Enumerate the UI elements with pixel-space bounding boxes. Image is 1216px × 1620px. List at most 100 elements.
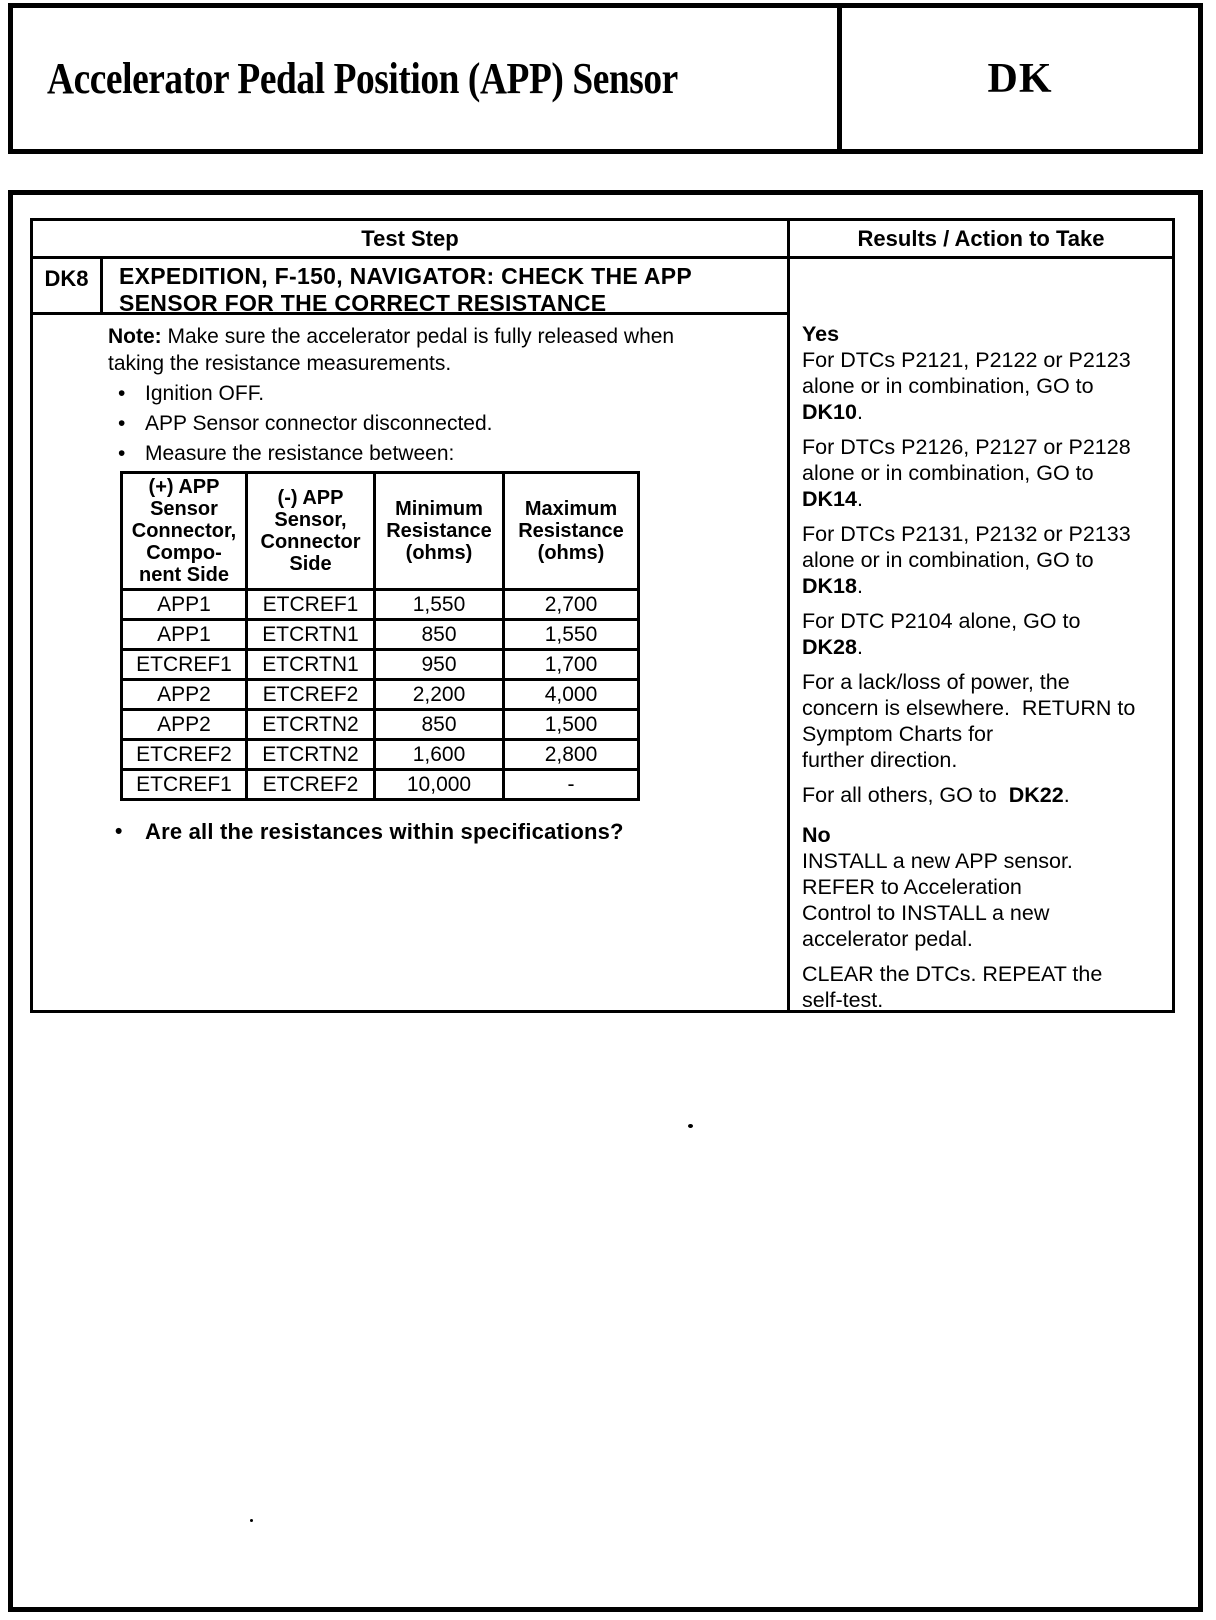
max-resistance: 1,500 (502, 708, 640, 741)
pin-positive: APP2 (120, 678, 248, 711)
pin-negative: ETCREF2 (245, 768, 376, 801)
min-resistance: 2,200 (373, 678, 505, 711)
result-text: For DTCs P2121, P2122 or P2123 alone or … (802, 348, 1131, 398)
table-row: ETCREF1 ETCRTN1 950 1,700 (120, 648, 640, 681)
go-to-reference: DK28 (802, 635, 857, 659)
table-row: APP1 ETCRTN1 850 1,550 (120, 618, 640, 651)
min-resistance: 1,600 (373, 738, 505, 771)
result-item: For all others, GO to DK22. (802, 782, 1164, 808)
pin-positive: APP1 (120, 588, 248, 621)
results-action-column: Yes For DTCs P2121, P2122 or P2123 alone… (787, 259, 1172, 1010)
bullet-icon: • (118, 382, 126, 405)
table-row: APP2 ETCREF2 2,200 4,000 (120, 678, 640, 711)
resistance-col-header: Maximum Resistance (ohms) (502, 471, 640, 591)
go-to-reference: DK22 (1008, 783, 1064, 807)
result-text: . (856, 574, 863, 598)
result-item: INSTALL a new APP sensor. REFER to Accel… (802, 848, 1164, 952)
result-text: For a lack/loss of power, the concern is… (802, 670, 1136, 772)
resistance-col-header: (+) APP Sensor Connector, Compo- nent Si… (120, 471, 248, 591)
max-resistance: - (502, 768, 640, 801)
pin-positive: ETCREF1 (120, 648, 248, 681)
min-resistance: 10,000 (373, 768, 505, 801)
step-id: DK8 (33, 259, 103, 315)
pin-negative: ETCREF1 (245, 588, 376, 621)
table-header-row: (+) APP Sensor Connector, Compo- nent Si… (120, 471, 640, 591)
section-code: DK (987, 55, 1053, 102)
bullet-text: Ignition OFF. (145, 382, 265, 405)
scan-artifact (688, 1124, 693, 1128)
result-text: . (856, 635, 863, 659)
result-text: CLEAR the DTCs. REPEAT the self-test. (802, 962, 1103, 1010)
pin-positive: APP1 (120, 618, 248, 651)
max-resistance: 2,800 (502, 738, 640, 771)
note-paragraph: Note: Make sure the accelerator pedal is… (108, 323, 783, 377)
go-to-reference: DK14 (802, 487, 857, 511)
max-resistance: 4,000 (502, 678, 640, 711)
no-label: No (802, 823, 831, 847)
page-title: Accelerator Pedal Position (APP) Sensor (47, 54, 678, 103)
pin-negative: ETCREF2 (245, 678, 376, 711)
resistance-col-header: Minimum Resistance (ohms) (373, 471, 505, 591)
pin-negative: ETCRTN1 (245, 618, 376, 651)
min-resistance: 850 (373, 708, 505, 741)
test-step-body: Note: Make sure the accelerator pedal is… (33, 315, 787, 1010)
table-row: APP1 ETCREF1 1,550 2,700 (120, 588, 640, 621)
pin-negative: ETCRTN2 (245, 738, 376, 771)
resistance-col-header: (-) APP Sensor, Connector Side (245, 471, 376, 591)
scan-artifact (250, 1519, 253, 1522)
table-row: ETCREF1 ETCREF2 10,000 - (120, 768, 640, 801)
result-text: For DTC P2104 alone, GO to (802, 609, 1081, 633)
result-item: CLEAR the DTCs. REPEAT the self-test. (802, 961, 1164, 1010)
header-code-cell: DK (842, 8, 1198, 149)
bullet-text: APP Sensor connector disconnected. (145, 412, 493, 435)
bullet-icon: • (118, 442, 126, 465)
result-item: For DTCs P2131, P2132 or P2133 alone or … (802, 521, 1164, 599)
pin-negative: ETCRTN1 (245, 648, 376, 681)
result-item: For a lack/loss of power, the concern is… (802, 669, 1164, 773)
pin-positive: ETCREF1 (120, 768, 248, 801)
column-header-results: Results / Action to Take (787, 221, 1172, 259)
header-title-cell: Accelerator Pedal Position (APP) Sensor (13, 8, 842, 149)
list-item: • Measure the resistance between: (108, 440, 783, 467)
max-resistance: 1,700 (502, 648, 640, 681)
result-item: For DTCs P2126, P2127 or P2128 alone or … (802, 434, 1164, 512)
list-item: • Ignition OFF. (108, 380, 783, 407)
yes-label: Yes (802, 322, 840, 346)
resistance-table: (+) APP Sensor Connector, Compo- nent Si… (120, 471, 640, 801)
min-resistance: 1,550 (373, 588, 505, 621)
table-row: ETCREF2 ETCRTN2 1,600 2,800 (120, 738, 640, 771)
list-item: • APP Sensor connector disconnected. (108, 410, 783, 437)
max-resistance: 1,550 (502, 618, 640, 651)
note-label: Note: (108, 325, 162, 348)
pin-positive: APP2 (120, 708, 248, 741)
go-to-reference: DK18 (802, 574, 857, 598)
column-header-test-step: Test Step (33, 221, 787, 259)
result-item: For DTC P2104 alone, GO to DK28. (802, 608, 1164, 660)
pin-negative: ETCRTN2 (245, 708, 376, 741)
question-text: Are all the resistances within specifica… (145, 819, 624, 844)
result-text: For all others, GO to (802, 783, 1009, 807)
table-row: APP2 ETCRTN2 850 1,500 (120, 708, 640, 741)
document-header: Accelerator Pedal Position (APP) Sensor … (8, 3, 1203, 154)
pinpoint-test-box: Test Step Results / Action to Take DK8 E… (8, 190, 1203, 1612)
result-text: . (1063, 783, 1070, 807)
bullet-icon: • (118, 412, 126, 435)
min-resistance: 950 (373, 648, 505, 681)
result-text: . (856, 400, 863, 424)
go-to-reference: DK10 (802, 400, 857, 424)
result-text: For DTCs P2131, P2132 or P2133 alone or … (802, 522, 1131, 572)
question-item: • Are all the resistances within specifi… (108, 818, 783, 845)
test-step-table: Test Step Results / Action to Take DK8 E… (30, 218, 1175, 1013)
step-title: EXPEDITION, F-150, NAVIGATOR: CHECK THE … (103, 259, 787, 316)
min-resistance: 850 (373, 618, 505, 651)
bullet-icon: • (115, 820, 123, 843)
pin-positive: ETCREF2 (120, 738, 248, 771)
max-resistance: 2,700 (502, 588, 640, 621)
result-text: INSTALL a new APP sensor. REFER to Accel… (802, 849, 1073, 951)
result-item: For DTCs P2121, P2122 or P2123 alone or … (802, 347, 1164, 425)
result-text: For DTCs P2126, P2127 or P2128 alone or … (802, 435, 1131, 485)
bullet-text: Measure the resistance between: (145, 442, 455, 465)
result-text: . (856, 487, 863, 511)
note-text: Make sure the accelerator pedal is fully… (108, 325, 675, 375)
